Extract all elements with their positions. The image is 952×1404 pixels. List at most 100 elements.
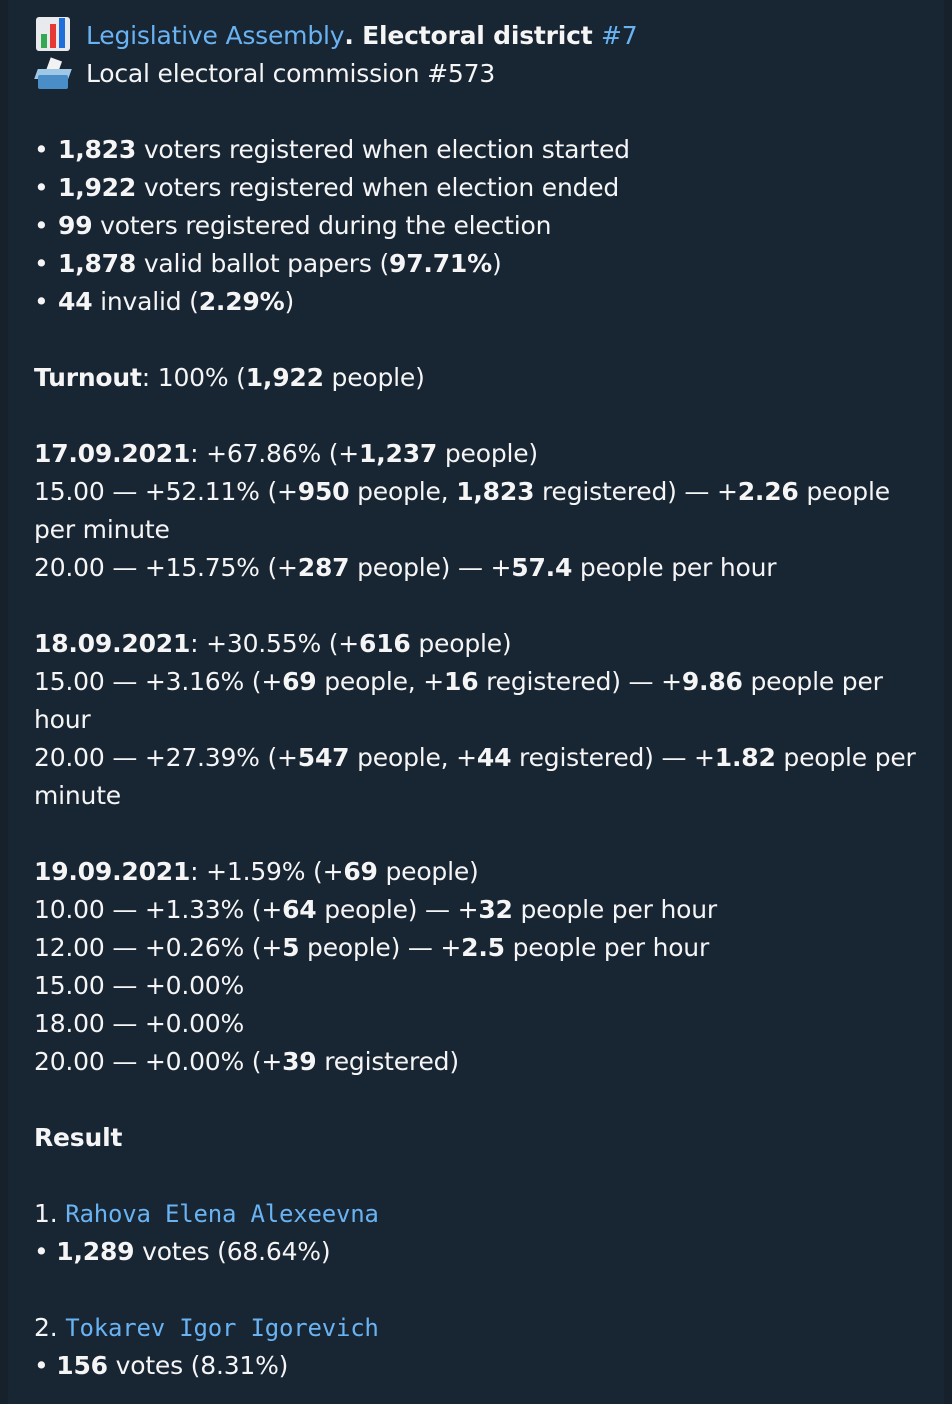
time-row-number: 9.86 [681,667,743,696]
time-row-number: 57.4 [511,553,573,582]
stat-percent: 97.71% [389,249,492,278]
stat-number: 1,922 [58,173,137,202]
bullet: • [34,1237,57,1266]
title-separator: . [344,21,363,50]
votes-number: 1,289 [56,1237,135,1266]
time-row: 15.00 — +52.11% (+950 people, 1,823 regi… [34,473,924,549]
time-row: 15.00 — +3.16% (+69 people, +16 register… [34,663,924,739]
time-row-number: 950 [297,477,350,506]
day-unit: people) [437,439,538,468]
time-row-text: people per hour [34,667,883,734]
time-row-number: 287 [297,553,350,582]
votes-text: votes (68.64%) [134,1237,331,1266]
bullet: • [34,173,49,202]
time-row-number: 2.5 [461,933,505,962]
time-row-text: people per minute [34,743,916,810]
time-row-number: 64 [282,895,317,924]
turnout-label: Turnout [34,363,142,392]
stat-close: ) [491,249,502,278]
day-count: 69 [343,857,378,886]
time-row-text: people, + [349,743,477,772]
spacer [34,1157,924,1195]
time-row-number: 1,823 [456,477,535,506]
time-row-text: people, [349,477,457,506]
stat-number: 44 [58,287,93,316]
stat-number: 1,878 [58,249,137,278]
spacer [34,815,924,853]
day-date: 17.09.2021 [34,439,191,468]
votes-text: votes (8.31%) [107,1351,289,1380]
candidate-name-line: 2. Tokarev Igor Igorevich [34,1309,924,1347]
candidate-list: 1. Rahova Elena Alexeevna • 1,289 votes (… [34,1157,924,1385]
time-row-text: 15.00 — +52.11% (+ [34,477,298,506]
stat-item: • 1,878 valid ballot papers (97.71%) [34,245,924,283]
stat-item: • 44 invalid (2.29%) [34,283,924,321]
time-row: 20.00 — +0.00% (+39 registered) [34,1043,924,1081]
bullet: • [34,249,49,278]
time-row-number: 16 [444,667,479,696]
day-change: : +1.59% (+ [190,857,344,886]
district-label: Electoral district [362,21,602,50]
stat-number: 1,823 [58,135,137,164]
candidate-votes: • 156 votes (8.31%) [34,1347,924,1385]
time-row-number: 1.82 [714,743,776,772]
time-row: 10.00 — +1.33% (+64 people) — +32 people… [34,891,924,929]
day-summary: 19.09.2021: +1.59% (+69 people) [34,853,924,891]
day-unit: people) [410,629,512,658]
daily-breakdown: 17.09.2021: +67.86% (+1,237 people) 15.00… [34,397,924,1081]
candidate-rank: 2. [34,1313,66,1342]
day-change: : +67.86% (+ [190,439,360,468]
stat-close: ) [284,287,295,316]
time-row-text: 18.00 — +0.00% [34,1009,245,1038]
time-row-text: registered) — + [478,667,682,696]
time-row: 12.00 — +0.26% (+5 people) — +2.5 people… [34,929,924,967]
candidate-name[interactable]: Rahova Elena Alexeevna [65,1200,379,1228]
stat-item: • 1,922 voters registered when election e… [34,169,924,207]
time-row-text: 20.00 — +0.00% (+ [34,1047,283,1076]
ballot-box-icon [34,55,72,89]
stat-item: • 1,823 voters registered when election s… [34,131,924,169]
stat-item: • 99 voters registered during the electio… [34,207,924,245]
day-summary: 18.09.2021: +30.55% (+616 people) [34,625,924,663]
time-row-number: 32 [478,895,513,924]
time-row-text: 15.00 — +0.00% [34,971,245,1000]
time-row-text: people per hour [512,895,717,924]
time-row-text: registered) [316,1047,459,1076]
day-summary: 17.09.2021: +67.86% (+1,237 people) [34,435,924,473]
candidate-name[interactable]: Tokarev Igor Igorevich [65,1314,379,1342]
message-text: Legislative Assembly. Electoral district… [34,17,924,1385]
turnout-unit: people) [323,363,425,392]
turnout-value: : 100% ( [141,363,246,392]
time-row-text: people) — + [299,933,462,962]
time-row-text: people, + [316,667,444,696]
time-row-text: people) — + [316,895,479,924]
day-date: 19.09.2021 [34,857,191,886]
time-row-number: 44 [476,743,512,772]
time-row: 20.00 — +27.39% (+547 people, +44 regist… [34,739,924,815]
time-row-text: 12.00 — +0.26% (+ [34,933,283,962]
time-row: 18.00 — +0.00% [34,1005,924,1043]
day-count: 616 [359,629,411,658]
time-row-text: people per minute [34,477,890,544]
turnout-line: Turnout: 100% (1,922 people) [34,359,924,397]
district-hashtag-link[interactable]: #7 [601,21,638,50]
time-row-text: 20.00 — +15.75% (+ [34,553,298,582]
time-row-number: 547 [297,743,350,772]
turnout-count: 1,922 [245,363,324,392]
spacer [34,587,924,625]
time-row-number: 5 [282,933,300,962]
day-change: : +30.55% (+ [190,629,360,658]
spacer [34,397,924,435]
day-count: 1,237 [359,439,438,468]
bullet: • [34,287,49,316]
title-line: Legislative Assembly. Electoral district… [34,17,924,55]
time-row-text: people per hour [572,553,777,582]
message-bubble: Legislative Assembly. Electoral district… [8,0,944,1404]
time-row-text: 10.00 — +1.33% (+ [34,895,283,924]
time-row-number: 2.26 [737,477,799,506]
stats-list: • 1,823 voters registered when election s… [34,131,924,321]
result-heading: Result [34,1123,123,1152]
legislative-assembly-link[interactable]: Legislative Assembly [86,21,345,50]
time-row-text: 15.00 — +3.16% (+ [34,667,283,696]
day-unit: people) [377,857,479,886]
